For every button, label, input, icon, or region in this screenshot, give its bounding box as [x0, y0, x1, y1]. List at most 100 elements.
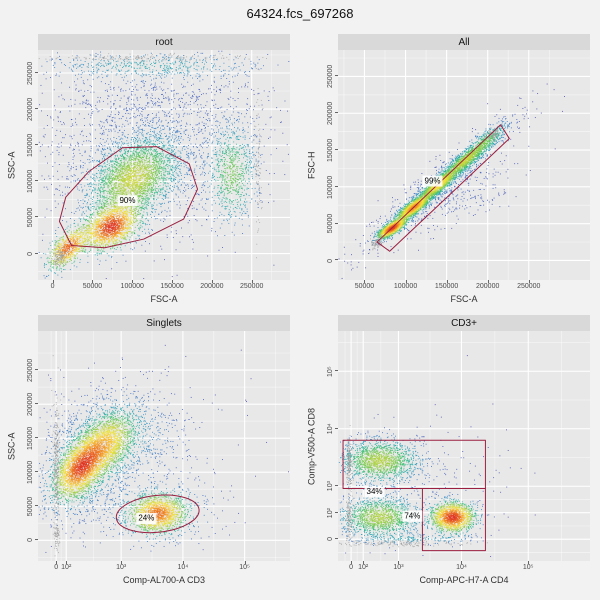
facet-strip-label: CD3+	[451, 317, 477, 329]
y-tick-mark	[335, 511, 338, 513]
x-axis-ticks: 50000 100000 150000 200000 250000	[338, 280, 590, 293]
y-tick-mark	[35, 437, 38, 439]
x-tick-label: 200000	[200, 283, 224, 290]
x-tick-label: 0	[50, 283, 55, 290]
x-tick-label: 10⁵	[522, 564, 534, 571]
density-scatter-canvas	[338, 50, 590, 280]
x-tick-label: 10³	[393, 564, 404, 571]
facet-strip-label: All	[458, 36, 470, 48]
y-axis-ticks: 0 50000 100000 150000 200000 250000	[18, 50, 38, 280]
y-axis-title: SSC-A	[6, 151, 17, 179]
y-tick-label: 200000	[327, 101, 334, 125]
x-tick-label: 200000	[476, 283, 500, 290]
x-tick-mark	[405, 280, 407, 283]
x-tick-mark	[52, 280, 54, 283]
x-axis-title: FSC-A	[450, 294, 478, 304]
y-tick-mark	[35, 72, 38, 73]
x-tick-label: 10³	[116, 564, 127, 571]
y-tick-mark	[35, 539, 38, 541]
x-tick-label: 250000	[517, 283, 541, 290]
x-tick-mark	[66, 561, 68, 564]
y-axis-title: SSC-A	[6, 432, 17, 460]
y-tick-label: 150000	[27, 426, 34, 450]
y-tick-label: 250000	[327, 64, 334, 89]
y-tick-label: 150000	[27, 133, 34, 157]
x-axis-ticks: 0 10² 10³ 10⁴ 10⁵	[38, 561, 290, 574]
y-tick-label: 200000	[27, 97, 34, 121]
facet-root: root SSC-A 0 50000 100000 150000 200000 25000…	[0, 26, 300, 307]
x-tick-mark	[528, 561, 530, 564]
x-axis-title: FSC-A	[150, 294, 178, 304]
y-tick-mark	[335, 538, 338, 540]
y-tick-mark	[35, 108, 38, 110]
y-tick-label: 0	[327, 258, 334, 263]
facet-strip: All	[338, 34, 590, 50]
plot-panel	[338, 50, 590, 280]
y-tick-mark	[35, 403, 38, 405]
y-tick-mark	[35, 216, 38, 218]
y-tick-label: 100000	[27, 169, 34, 194]
x-axis-ticks: 0 50000 100000 150000 200000 250000	[38, 280, 290, 293]
x-tick-mark	[182, 561, 184, 564]
x-tick-mark	[487, 280, 489, 283]
x-axis-title: Comp-AL700-A CD3	[122, 575, 206, 585]
y-axis-title: FSC-H	[306, 151, 317, 179]
y-tick-label: 250000	[27, 61, 34, 85]
y-tick-label: 10³	[327, 481, 334, 492]
x-tick-label: 10⁵	[239, 564, 250, 571]
y-tick-mark	[335, 112, 338, 114]
x-tick-mark	[446, 280, 448, 283]
density-scatter-canvas	[38, 50, 290, 280]
x-tick-mark	[211, 280, 213, 283]
y-tick-mark	[335, 259, 338, 261]
facet-cd3pos: CD3+ Comp-V500-A CD8 0 10² 10³ 10⁴ 10⁵ 0 10² 1…	[300, 307, 600, 588]
y-tick-label: 0	[27, 251, 34, 256]
facet-strip: CD3+	[338, 315, 590, 331]
x-tick-label: 250000	[240, 283, 264, 290]
facet-grid: root SSC-A 0 50000 100000 150000 200000 25000…	[0, 26, 600, 588]
facet-singlets: Singlets SSC-A 0 50000 100000 150000 200000 2…	[0, 307, 300, 588]
x-axis-ticks: 0 10² 10³ 10⁴ 10⁵	[338, 561, 590, 574]
x-tick-mark	[251, 280, 253, 283]
density-scatter-canvas	[338, 331, 590, 561]
y-tick-label: 250000	[27, 358, 34, 382]
x-tick-label: 0	[349, 564, 354, 571]
x-tick-mark	[528, 280, 530, 283]
y-tick-mark	[35, 180, 38, 182]
facet-strip: Singlets	[38, 315, 290, 331]
plot-title: 64324.fcs_697268	[246, 5, 354, 21]
y-tick-label: 0	[27, 538, 34, 543]
facet-strip-label: Singlets	[146, 317, 182, 329]
density-scatter-canvas	[38, 331, 290, 561]
y-axis-ticks: 0 50000 100000 150000 200000 250000	[318, 50, 338, 280]
facet-all: All FSC-H 0 50000 100000 150000 200000 250000…	[300, 26, 600, 307]
x-tick-label: 10⁴	[177, 564, 189, 571]
y-tick-label: 50000	[27, 207, 34, 228]
y-tick-mark	[35, 369, 38, 371]
x-axis-title: Comp-APC-H7-A CD4	[419, 575, 509, 585]
x-tick-mark	[244, 561, 246, 564]
y-tick-mark	[335, 75, 338, 77]
plot-panel	[38, 50, 290, 280]
x-tick-label: 50000	[354, 283, 375, 290]
y-tick-mark	[335, 427, 338, 429]
y-tick-label: 100000	[27, 460, 34, 484]
x-tick-label: 10⁴	[456, 564, 467, 571]
x-tick-mark	[461, 561, 463, 564]
y-tick-label: 50000	[27, 496, 34, 516]
y-tick-mark	[35, 471, 38, 473]
y-tick-mark	[35, 505, 38, 507]
x-tick-mark	[398, 561, 400, 564]
facet-strip-label: root	[155, 36, 173, 48]
x-tick-mark	[172, 280, 174, 283]
y-tick-label: 10²	[327, 507, 334, 518]
y-axis-ticks: 0 10² 10³ 10⁴ 10⁵	[318, 331, 338, 561]
y-tick-mark	[35, 252, 38, 254]
y-axis-ticks: 0 50000 100000 150000 200000 250000	[18, 331, 38, 561]
y-tick-label: 100000	[327, 175, 334, 199]
x-tick-label: 10²	[61, 564, 72, 571]
x-tick-label: 10²	[358, 564, 369, 571]
plot-panel	[38, 331, 290, 561]
x-tick-mark	[351, 561, 353, 564]
